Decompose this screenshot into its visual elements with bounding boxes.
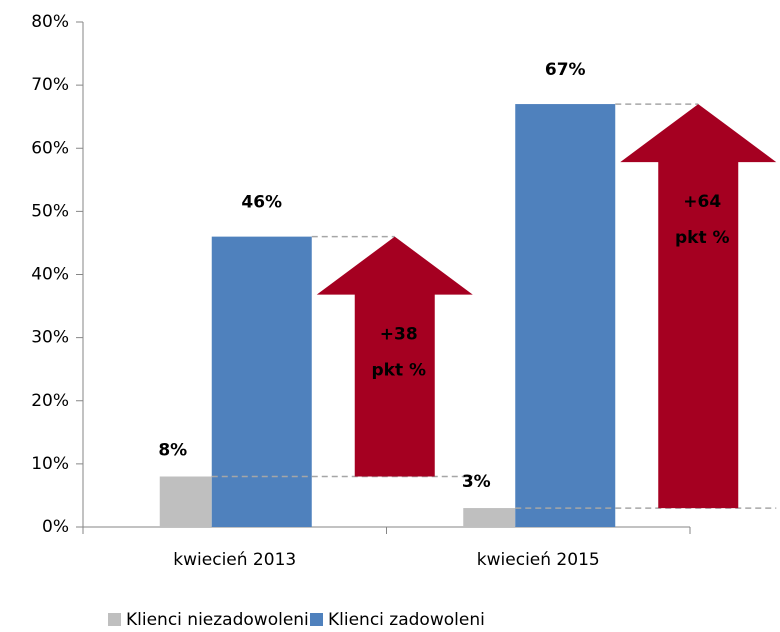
legend-swatch [108, 613, 121, 626]
annotation-unit: pkt % [675, 228, 730, 248]
y-tick-label: 50% [31, 201, 69, 221]
legend-swatch [310, 613, 323, 626]
arrow [620, 104, 777, 509]
y-tick-label: 60% [31, 138, 69, 158]
y-tick-label: 40% [31, 265, 69, 285]
x-tick-label: kwiecień 2015 [477, 550, 600, 570]
annotation-unit: pkt % [371, 361, 426, 381]
y-tick-label: 30% [31, 328, 69, 348]
y-tick-label: 0% [42, 517, 69, 537]
value-label: 46% [241, 193, 282, 213]
y-tick-label: 70% [31, 75, 69, 95]
bar [515, 104, 616, 527]
arrow [316, 236, 473, 477]
y-tick-label: 10% [31, 454, 69, 474]
x-tick-label: kwiecień 2013 [173, 550, 296, 570]
annotation: +38 [380, 325, 418, 345]
value-label: 8% [158, 441, 187, 461]
legend-label: Klienci zadowoleni [328, 610, 485, 630]
bar [211, 236, 312, 527]
legend-label: Klienci niezadowoleni [126, 610, 309, 630]
annotation: +64 [683, 192, 721, 212]
value-label: 67% [545, 60, 586, 80]
y-tick-label: 80% [31, 12, 69, 32]
value-label: 3% [462, 472, 491, 492]
bar [159, 476, 212, 527]
bar [463, 508, 516, 527]
y-tick-label: 20% [31, 391, 69, 411]
